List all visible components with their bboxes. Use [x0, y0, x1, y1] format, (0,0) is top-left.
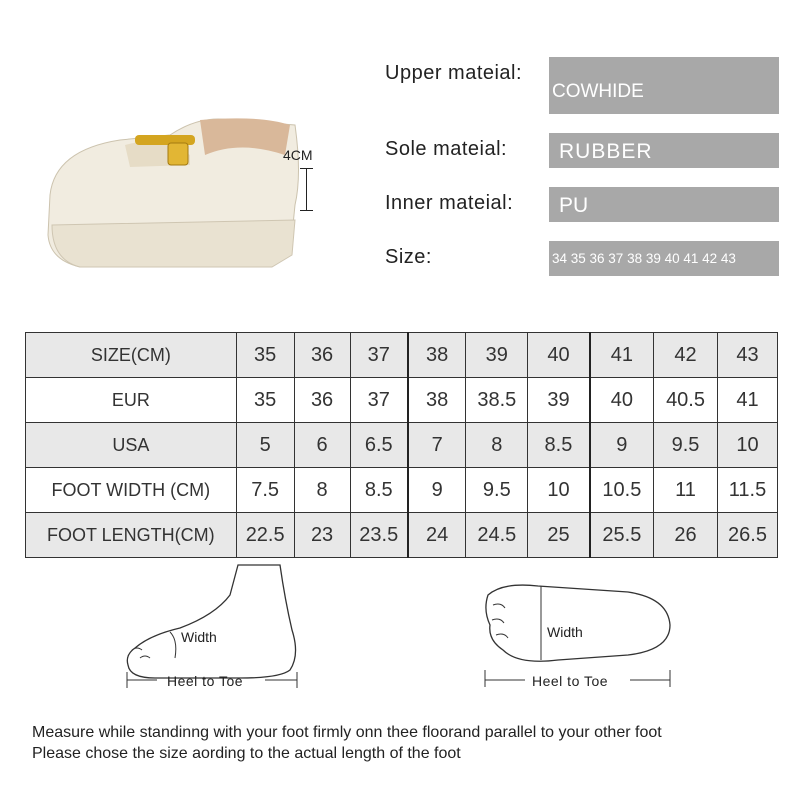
table-cell: 8.5 — [349, 467, 409, 513]
side-width-label: Width — [181, 629, 217, 645]
table-cell: 25.5 — [588, 512, 655, 558]
table-cell: 39 — [527, 377, 591, 423]
table-cell: 6.5 — [349, 422, 409, 468]
table-cell: 24 — [406, 512, 467, 558]
table-row: FOOT LENGTH(CM) 22.5 23 23.5 24 24.5 25 25.5 26 2… — [25, 512, 778, 558]
table-cell: 10.5 — [588, 467, 655, 513]
table-cell: 9 — [588, 422, 655, 468]
table-cell: 8.5 — [527, 422, 591, 468]
table-cell: 7 — [406, 422, 467, 468]
table-cell: 42 — [653, 332, 718, 378]
spec-value-size: 34 35 36 37 38 39 40 41 42 43 — [549, 241, 779, 276]
table-cell: 24.5 — [465, 512, 529, 558]
sole-width-label: Width — [547, 624, 583, 640]
table-cell: 23 — [293, 512, 351, 558]
table-cell: 38.5 — [465, 377, 529, 423]
row-label: FOOT LENGTH(CM) — [25, 512, 237, 558]
table-cell: 36 — [293, 377, 351, 423]
height-marker-top — [300, 168, 313, 169]
table-cell: 10 — [527, 467, 591, 513]
row-label: EUR — [25, 377, 237, 423]
table-cell: 9.5 — [653, 422, 718, 468]
table-cell: 35 — [235, 332, 295, 378]
table-cell: 35 — [235, 377, 295, 423]
table-row: USA 5 6 6.5 7 8 8.5 9 9.5 10 — [25, 422, 778, 468]
sole-length-label: Heel to Toe — [532, 673, 609, 689]
table-cell: 7.5 — [235, 467, 295, 513]
spec-value-upper: COWHIDE — [549, 57, 779, 114]
side-length-label: Heel to Toe — [167, 673, 244, 689]
spec-value-inner: PU — [549, 187, 779, 222]
spec-label-inner: Inner mateial: — [385, 192, 514, 214]
table-cell: 22.5 — [235, 512, 295, 558]
table-cell: 41 — [717, 377, 778, 423]
table-cell: 11 — [653, 467, 718, 513]
note-choose: Please chose the size aording to the act… — [32, 745, 461, 762]
note-measure: Measure while standinng with your foot f… — [32, 724, 662, 741]
spec-value-sole: RUBBER — [549, 133, 779, 168]
spec-label-size: Size: — [385, 246, 432, 268]
table-cell: 23.5 — [349, 512, 409, 558]
spec-label-sole: Sole mateial: — [385, 138, 508, 160]
size-chart-table: SIZE(CM) 35 36 37 38 39 40 41 42 43 EUR 35 36 37 38 38.… — [25, 332, 778, 558]
row-label: SIZE(CM) — [25, 332, 237, 378]
table-cell: 36 — [293, 332, 351, 378]
height-marker-bottom — [300, 210, 313, 211]
table-cell: 9.5 — [465, 467, 529, 513]
table-cell: 40 — [588, 377, 655, 423]
table-cell: 38 — [406, 332, 467, 378]
table-cell: 37 — [349, 332, 409, 378]
table-cell: 40 — [527, 332, 591, 378]
table-row: FOOT WIDTH (CM) 7.5 8 8.5 9 9.5 10 10.5 11 11.5 — [25, 467, 778, 513]
table-cell: 40.5 — [653, 377, 718, 423]
table-cell: 37 — [349, 377, 409, 423]
table-cell: 11.5 — [717, 467, 778, 513]
table-cell: 10 — [717, 422, 778, 468]
table-cell: 9 — [406, 467, 467, 513]
table-cell: 8 — [293, 467, 351, 513]
table-cell: 39 — [465, 332, 529, 378]
table-cell: 5 — [235, 422, 295, 468]
table-cell: 25 — [527, 512, 591, 558]
table-cell: 6 — [293, 422, 351, 468]
spec-label-upper: Upper mateial: — [385, 62, 523, 84]
table-cell: 26.5 — [717, 512, 778, 558]
table-cell: 38 — [406, 377, 467, 423]
height-label: 4CM — [283, 147, 313, 163]
foot-sole-diagram — [484, 584, 671, 687]
foot-side-diagram — [126, 564, 298, 688]
row-label: USA — [25, 422, 237, 468]
table-cell: 26 — [653, 512, 718, 558]
height-marker — [306, 168, 307, 210]
table-cell: 43 — [717, 332, 778, 378]
table-row: EUR 35 36 37 38 38.5 39 40 40.5 41 — [25, 377, 778, 423]
table-cell: 41 — [588, 332, 655, 378]
row-label: FOOT WIDTH (CM) — [25, 467, 237, 513]
table-cell: 8 — [465, 422, 529, 468]
table-row: SIZE(CM) 35 36 37 38 39 40 41 42 43 — [25, 332, 778, 378]
shoe-image — [47, 118, 299, 268]
